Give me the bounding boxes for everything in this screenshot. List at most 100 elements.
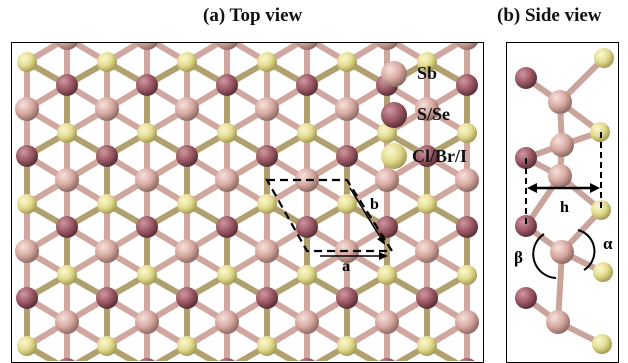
halogen-atom	[592, 334, 612, 354]
angle-alpha-arc	[577, 229, 596, 271]
sb-atom	[548, 164, 572, 188]
sb-atom	[216, 43, 238, 50]
halogen-atom	[593, 262, 613, 282]
sb-atom	[376, 43, 398, 50]
halogen-atom	[57, 123, 77, 143]
sb-atom	[135, 310, 159, 334]
lattice-b-label: b	[370, 196, 379, 213]
legend-sb-label: Sb	[417, 63, 438, 83]
sb-atom	[95, 239, 119, 263]
sb-atom	[415, 97, 439, 121]
legend-chalcogen-atom	[381, 102, 407, 128]
chalcogen-atom	[16, 145, 38, 167]
lattice-a-label: a	[342, 258, 350, 275]
sb-atom	[335, 97, 359, 121]
chalcogen-atom	[376, 216, 398, 238]
chalcogen-atom	[136, 74, 158, 96]
legend-halogen-atom	[381, 143, 407, 169]
chalcogen-atom	[515, 215, 537, 237]
sb-atom	[550, 240, 574, 264]
sb-atom	[175, 97, 199, 121]
halogen-atom	[217, 123, 237, 143]
top-view-atoms	[15, 43, 479, 361]
chalcogen-atom	[216, 74, 238, 96]
halogen-atom	[377, 265, 397, 285]
chalcogen-atom	[96, 145, 118, 167]
chalcogen-atom	[219, 358, 235, 361]
sb-atom	[295, 310, 319, 334]
halogen-atom	[257, 194, 277, 214]
sb-atom	[375, 310, 399, 334]
chalcogen-atom	[16, 287, 38, 309]
halogen-atom	[457, 265, 477, 285]
halogen-atom	[337, 52, 357, 72]
angle-beta-label: β	[514, 248, 523, 267]
sb-atom	[15, 239, 39, 263]
sb-atom	[255, 239, 279, 263]
sb-atom	[455, 168, 479, 192]
sb-atom	[296, 43, 318, 50]
lattice-a-arrowhead	[379, 252, 388, 260]
chalcogen-atom	[176, 145, 198, 167]
legend-chalcogen-label: S/Se	[417, 104, 451, 124]
chalcogen-atom	[296, 216, 318, 238]
chalcogen-atom	[296, 74, 318, 96]
chalcogen-atom	[56, 216, 78, 238]
chalcogen-atom	[416, 145, 438, 167]
sb-atom	[175, 239, 199, 263]
height-arrowhead-left	[527, 183, 537, 193]
halogen-atom	[97, 336, 117, 356]
unit-cell-outline	[265, 178, 394, 253]
angle-alpha-label: α	[603, 234, 613, 253]
halogen-atom	[377, 123, 397, 143]
halogen-atom	[337, 194, 357, 214]
top-view-bonds	[24, 43, 470, 361]
sb-atom	[550, 133, 574, 157]
sb-atom	[415, 239, 439, 263]
chalcogen-atom	[515, 287, 537, 309]
halogen-atom	[177, 194, 197, 214]
chalcogen-atom	[139, 358, 155, 361]
height-arrowhead-right	[590, 183, 600, 193]
sb-atom	[546, 310, 570, 334]
chalcogen-atom	[336, 287, 358, 309]
halogen-atom	[17, 52, 37, 72]
lattice-b-arrowhead	[377, 235, 385, 245]
halogen-atom	[297, 123, 317, 143]
halogen-atom	[177, 336, 197, 356]
top-view-title: (a) Top view	[203, 5, 303, 26]
halogen-atom	[97, 52, 117, 72]
halogen-atom	[417, 194, 437, 214]
chalcogen-atom	[59, 358, 75, 361]
chalcogen-atom	[336, 145, 358, 167]
chalcogen-atom	[299, 358, 315, 361]
chalcogen-atom	[96, 287, 118, 309]
legend-sb-atom	[381, 61, 407, 87]
halogen-atom	[217, 265, 237, 285]
sb-atom	[15, 97, 39, 121]
chalcogen-atom	[56, 74, 78, 96]
chalcogen-atom	[416, 287, 438, 309]
chalcogen-atom	[216, 216, 238, 238]
sb-atom	[548, 90, 572, 114]
sb-atom	[135, 168, 159, 192]
lattice-b-arrow	[349, 187, 383, 241]
halogen-atom	[457, 123, 477, 143]
sb-atom	[255, 97, 279, 121]
halogen-atom	[257, 52, 277, 72]
chalcogen-atom	[456, 74, 478, 96]
chalcogen-atom	[459, 358, 475, 361]
chalcogen-atom	[176, 287, 198, 309]
chalcogen-atom	[256, 287, 278, 309]
halogen-atom	[417, 52, 437, 72]
halogen-atom	[57, 265, 77, 285]
halogen-atom	[591, 200, 611, 220]
halogen-atom	[177, 52, 197, 72]
sb-atom	[95, 97, 119, 121]
sb-atom	[456, 43, 478, 50]
sb-atom	[56, 43, 78, 50]
sb-atom	[215, 168, 239, 192]
side-view-atoms	[515, 48, 614, 354]
chalcogen-atom	[256, 145, 278, 167]
legend-halogen-label: Cl/Br/I	[412, 146, 468, 166]
